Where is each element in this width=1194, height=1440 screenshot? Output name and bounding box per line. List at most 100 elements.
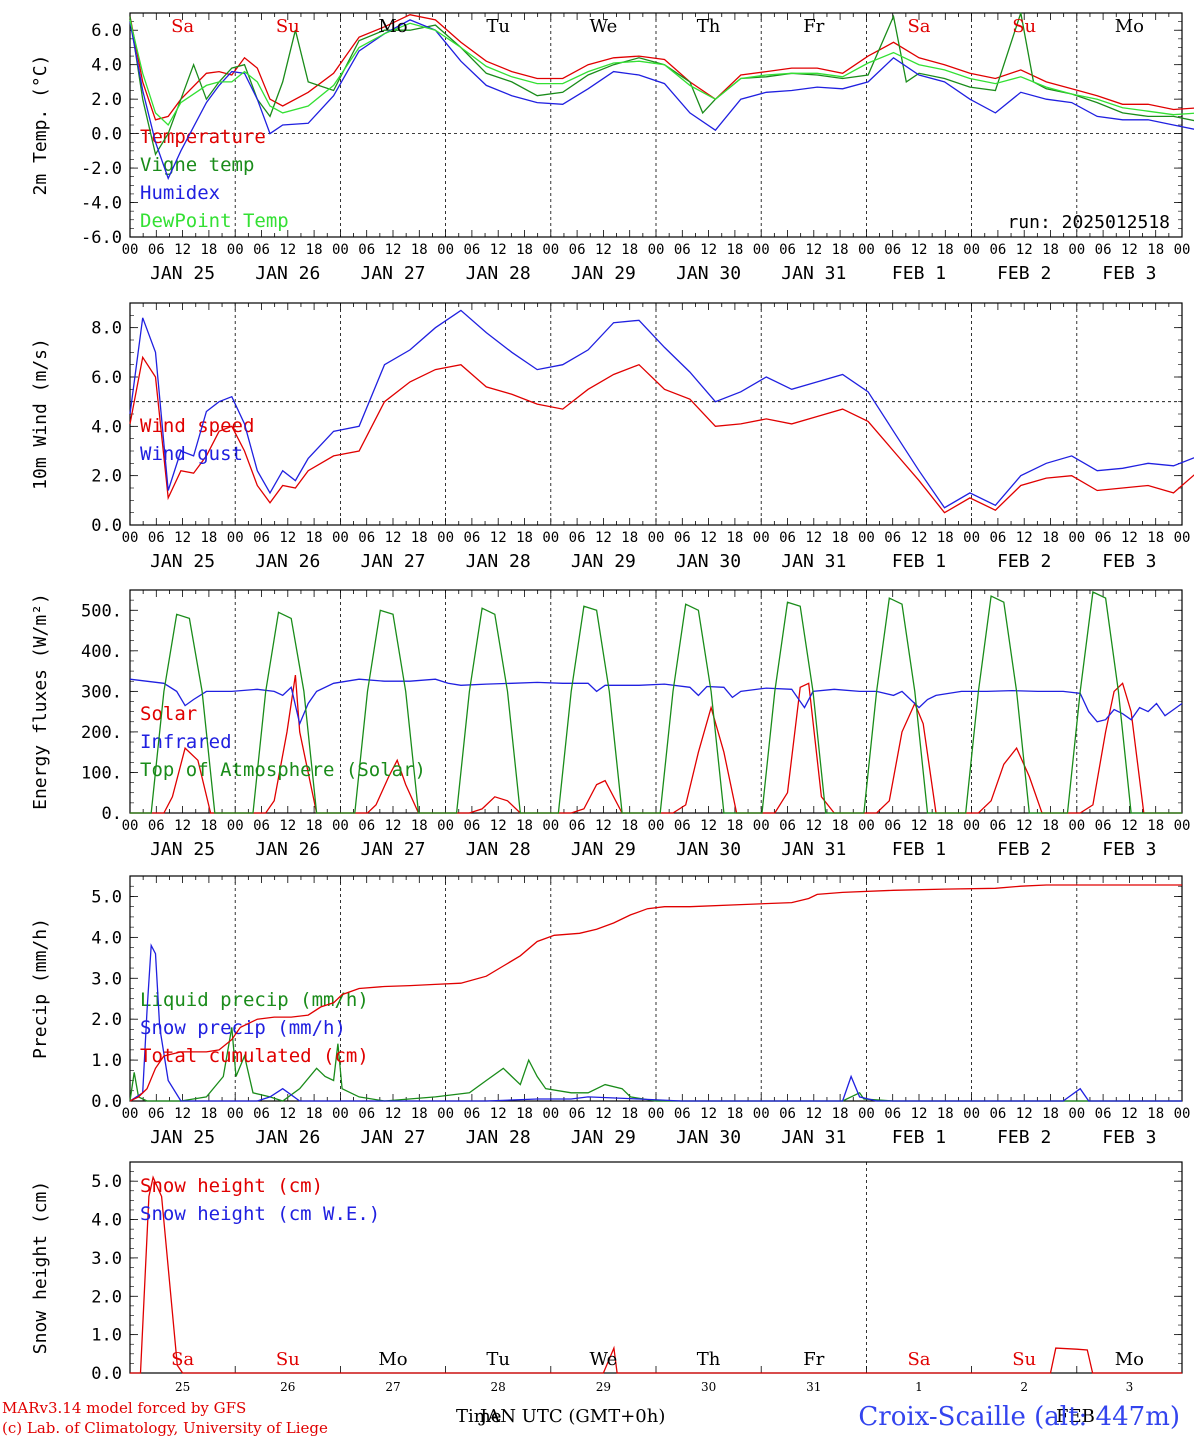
hour-label: 18 — [306, 530, 323, 546]
hour-label: 12 — [174, 818, 191, 834]
panel-5: 25 26 27 28 29 30 31 1 2 3 0.0 1.0 2.0 3.0 4.0 5.0 Snow … — [30, 1161, 1183, 1394]
station-title: Croix-Scaille (alt: 447m) — [858, 1402, 1180, 1432]
weekday-label: Tu — [486, 1349, 510, 1370]
hour-label: 12 — [1121, 818, 1138, 834]
weekday-label: Tu — [486, 16, 510, 37]
legend-entry: Snow height (cm) — [140, 1175, 323, 1197]
y-tick-label: 4.0 — [91, 56, 122, 76]
hour-label: 12 — [490, 242, 507, 258]
date-label: JAN 30 — [676, 839, 741, 860]
series-line-wind-speed — [129, 355, 1194, 514]
hour-label: 12 — [279, 1106, 296, 1122]
series-line-solar — [130, 675, 1182, 814]
hour-label: 06 — [148, 818, 165, 834]
hour-label: 12 — [1016, 818, 1033, 834]
date-label: JAN 28 — [466, 839, 531, 860]
hour-label: 06 — [253, 242, 270, 258]
panel-3: 00 06 12 18 00 06 12 18 00 06 12 18 00 06 12 18 00 06 12 18… — [30, 589, 1190, 860]
hour-label: 00 — [963, 1106, 980, 1122]
y-tick-label: 400. — [81, 642, 122, 662]
date-label: FEB 1 — [892, 263, 946, 284]
y-tick-label: 5.0 — [91, 887, 122, 907]
hour-label: 00 — [1174, 1106, 1191, 1122]
hour-label: 00 — [332, 818, 349, 834]
weekday-label: Sa — [171, 16, 194, 37]
date-label: JAN 29 — [571, 263, 636, 284]
hour-label: 00 — [437, 818, 454, 834]
weekday-label: Sa — [907, 1349, 930, 1370]
date-label: FEB 3 — [1102, 551, 1156, 572]
y-tick-label: 0.0 — [91, 1364, 122, 1384]
hour-label: 06 — [1095, 242, 1112, 258]
hour-label: 18 — [937, 1106, 954, 1122]
hour-label: 18 — [1147, 242, 1164, 258]
hour-label: 00 — [332, 242, 349, 258]
date-label: FEB 2 — [997, 839, 1051, 860]
hour-label: 00 — [332, 1106, 349, 1122]
date-label: JAN 30 — [676, 1127, 741, 1148]
hour-label: 18 — [726, 1106, 743, 1122]
day-number-label: 25 — [175, 1380, 190, 1394]
weekday-label: Su — [276, 16, 300, 37]
hour-label: 00 — [227, 530, 244, 546]
hour-label: 18 — [411, 818, 428, 834]
hour-label: 00 — [648, 530, 665, 546]
y-tick-label: 4.0 — [91, 1211, 122, 1231]
hour-label: 00 — [1174, 530, 1191, 546]
hour-label: 06 — [674, 530, 691, 546]
hour-label: 18 — [832, 818, 849, 834]
weekday-label: Sa — [907, 16, 930, 37]
hour-label: 18 — [937, 530, 954, 546]
hour-label: 18 — [516, 1106, 533, 1122]
hour-label: 00 — [753, 242, 770, 258]
hour-label: 06 — [884, 530, 901, 546]
panel-1: 00 06 12 18 00 06 12 18 00 06 12 18 00 06 12 18 00 06 12 18… — [30, 12, 1194, 284]
hour-label: 18 — [200, 530, 217, 546]
legend-entry: Humidex — [140, 182, 220, 204]
hour-label: 00 — [858, 530, 875, 546]
hour-label: 18 — [411, 242, 428, 258]
date-label: JAN 28 — [466, 551, 531, 572]
hour-label: 12 — [911, 818, 928, 834]
weekday-label: Mo — [1115, 16, 1144, 37]
y-axis-label: Precip (mm/h) — [30, 918, 51, 1059]
date-label: JAN 28 — [466, 263, 531, 284]
hour-label: 12 — [805, 818, 822, 834]
y-tick-label: 0. — [102, 804, 122, 824]
weekday-label: We — [590, 16, 618, 37]
hour-label: 18 — [1042, 1106, 1059, 1122]
hour-label: 06 — [358, 242, 375, 258]
date-label: JAN 26 — [255, 1127, 320, 1148]
hour-label: 18 — [832, 1106, 849, 1122]
hour-label: 06 — [779, 530, 796, 546]
hour-label: 06 — [989, 818, 1006, 834]
legend-entry: Snow precip (mm/h) — [140, 1017, 346, 1039]
series-line-snow-height-cm- — [130, 1175, 1182, 1374]
date-label: FEB 2 — [997, 1127, 1051, 1148]
hour-label: 12 — [279, 818, 296, 834]
day-number-label: 3 — [1126, 1380, 1134, 1394]
y-tick-label: 0.0 — [91, 125, 122, 145]
date-label: JAN 29 — [571, 839, 636, 860]
hour-label: 06 — [569, 530, 586, 546]
hour-label: 18 — [726, 242, 743, 258]
time-axis-label: Time — [456, 1406, 502, 1427]
date-label: FEB 1 — [892, 1127, 946, 1148]
date-label: JAN 31 — [781, 263, 846, 284]
hour-label: 12 — [1121, 530, 1138, 546]
hour-label: 18 — [200, 1106, 217, 1122]
hour-label: 06 — [989, 242, 1006, 258]
hour-label: 18 — [200, 242, 217, 258]
hour-label: 18 — [306, 818, 323, 834]
hour-label: 06 — [674, 242, 691, 258]
weekday-label: Su — [1012, 1349, 1036, 1370]
hour-label: 12 — [490, 818, 507, 834]
hour-label: 06 — [253, 530, 270, 546]
hour-label: 00 — [1068, 1106, 1085, 1122]
weekday-label: Mo — [378, 1349, 407, 1370]
day-number-label: 26 — [280, 1380, 295, 1394]
hour-label: 18 — [621, 530, 638, 546]
date-label: JAN 27 — [360, 551, 425, 572]
series-line-temperature — [129, 14, 1194, 121]
day-number-label: 27 — [385, 1380, 400, 1394]
